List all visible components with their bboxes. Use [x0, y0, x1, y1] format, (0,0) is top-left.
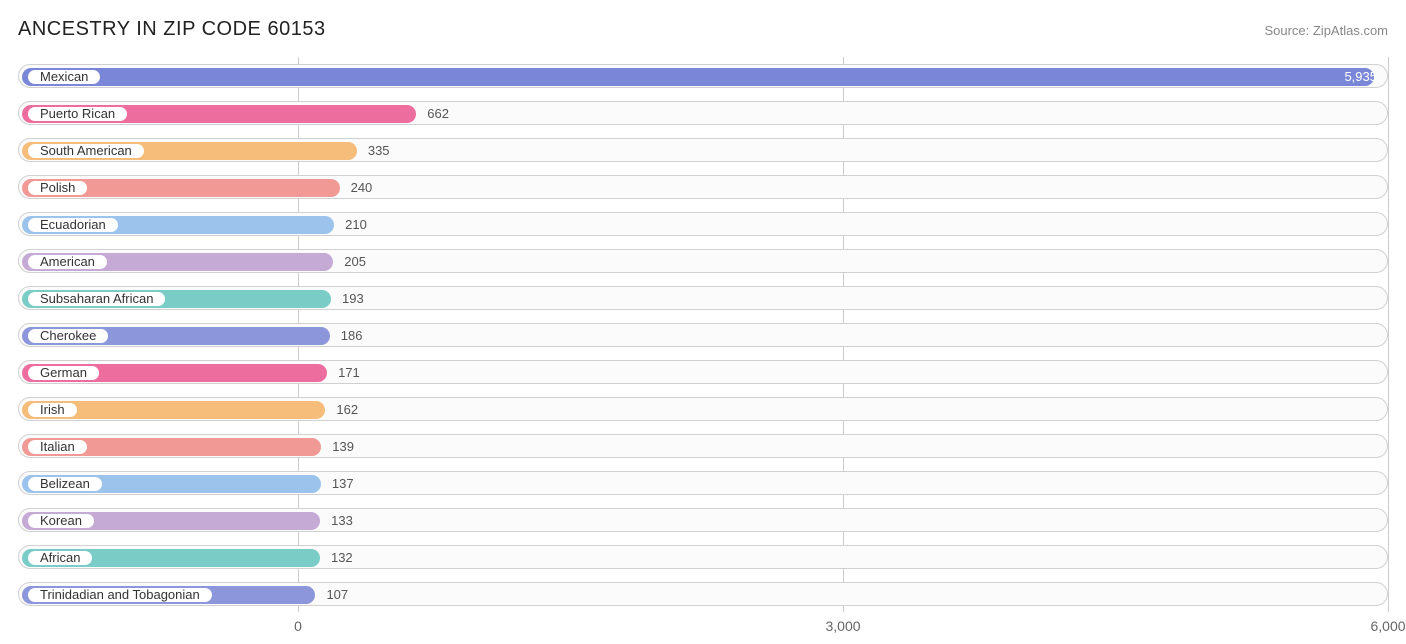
bar-label: Subsaharan African [26, 290, 167, 308]
bar-label: Korean [26, 512, 96, 530]
bar-track: Belizean 137 [18, 471, 1388, 495]
bar-track: Irish 162 [18, 397, 1388, 421]
bar-label: Irish [26, 401, 79, 419]
bar-value: 137 [324, 472, 354, 496]
bar-value: 5,935 [1344, 65, 1377, 89]
bar-row: American 205 [18, 242, 1388, 279]
bar-value: 107 [318, 583, 348, 607]
bar-value: 662 [419, 102, 449, 126]
bar-value: 335 [360, 139, 390, 163]
axis-tick: 0 [294, 618, 302, 634]
bars-container: Mexican 5,935 Puerto Rican 662 South America… [18, 57, 1388, 612]
bar-track: American 205 [18, 249, 1388, 273]
bar-label: South American [26, 142, 146, 160]
bar-label: Puerto Rican [26, 105, 129, 123]
bar-label: Trinidadian and Tobagonian [26, 586, 214, 604]
chart-title: ANCESTRY IN ZIP CODE 60153 [18, 18, 326, 41]
bar-value: 132 [323, 546, 353, 570]
bar-track: Trinidadian and Tobagonian 107 [18, 582, 1388, 606]
bar-track: Subsaharan African 193 [18, 286, 1388, 310]
axis-tick: 3,000 [825, 618, 860, 634]
bar-label: African [26, 549, 94, 567]
bar-row: German 171 [18, 353, 1388, 390]
bar-row: Subsaharan African 193 [18, 279, 1388, 316]
chart-plot-area: Mexican 5,935 Puerto Rican 662 South America… [18, 57, 1388, 612]
axis-tick: 6,000 [1370, 618, 1405, 634]
bar-track: German 171 [18, 360, 1388, 384]
bar-label: Cherokee [26, 327, 110, 345]
bar-label: German [26, 364, 101, 382]
bar-row: Trinidadian and Tobagonian 107 [18, 575, 1388, 612]
bar-track: South American 335 [18, 138, 1388, 162]
bar-track: Cherokee 186 [18, 323, 1388, 347]
bar-value: 193 [334, 287, 364, 311]
x-axis: 03,0006,000 [18, 612, 1388, 642]
bar-row: Puerto Rican 662 [18, 94, 1388, 131]
bar-value: 171 [330, 361, 360, 385]
bar-row: South American 335 [18, 131, 1388, 168]
bar-label: Belizean [26, 475, 104, 493]
bar-track: Italian 139 [18, 434, 1388, 458]
bar-row: Ecuadorian 210 [18, 205, 1388, 242]
bar-track: Mexican 5,935 [18, 64, 1388, 88]
bar-value: 186 [333, 324, 363, 348]
bar-track: Ecuadorian 210 [18, 212, 1388, 236]
bar-fill [22, 68, 1374, 86]
bar-row: Polish 240 [18, 168, 1388, 205]
bar-label: Italian [26, 438, 89, 456]
bar-label: American [26, 253, 109, 271]
bar-value: 240 [343, 176, 373, 200]
bar-row: Korean 133 [18, 501, 1388, 538]
chart-header: ANCESTRY IN ZIP CODE 60153 Source: ZipAt… [18, 18, 1388, 41]
bar-row: Belizean 137 [18, 464, 1388, 501]
bar-row: Irish 162 [18, 390, 1388, 427]
bar-row: Cherokee 186 [18, 316, 1388, 353]
bar-row: Italian 139 [18, 427, 1388, 464]
bar-track: Puerto Rican 662 [18, 101, 1388, 125]
bar-value: 139 [324, 435, 354, 459]
bar-track: Polish 240 [18, 175, 1388, 199]
bar-label: Mexican [26, 68, 102, 86]
bar-row: Mexican 5,935 [18, 57, 1388, 94]
bar-label: Ecuadorian [26, 216, 120, 234]
bar-track: African 132 [18, 545, 1388, 569]
bar-value: 162 [328, 398, 358, 422]
chart-source: Source: ZipAtlas.com [1264, 23, 1388, 38]
bar-track: Korean 133 [18, 508, 1388, 532]
bar-value: 133 [323, 509, 353, 533]
bar-value: 210 [337, 213, 367, 237]
bar-value: 205 [336, 250, 366, 274]
bar-row: African 132 [18, 538, 1388, 575]
bar-label: Polish [26, 179, 89, 197]
gridline [1388, 57, 1389, 612]
